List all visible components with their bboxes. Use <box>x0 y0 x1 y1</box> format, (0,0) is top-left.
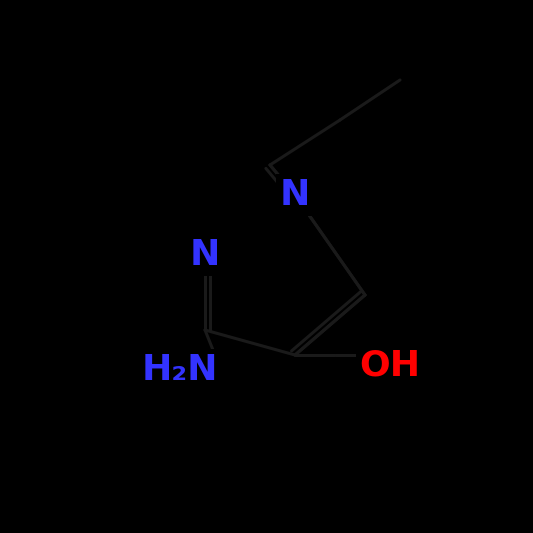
Text: H₂N: H₂N <box>142 353 218 387</box>
Text: N: N <box>190 238 220 272</box>
Text: N: N <box>280 178 310 212</box>
Text: OH: OH <box>359 348 421 382</box>
